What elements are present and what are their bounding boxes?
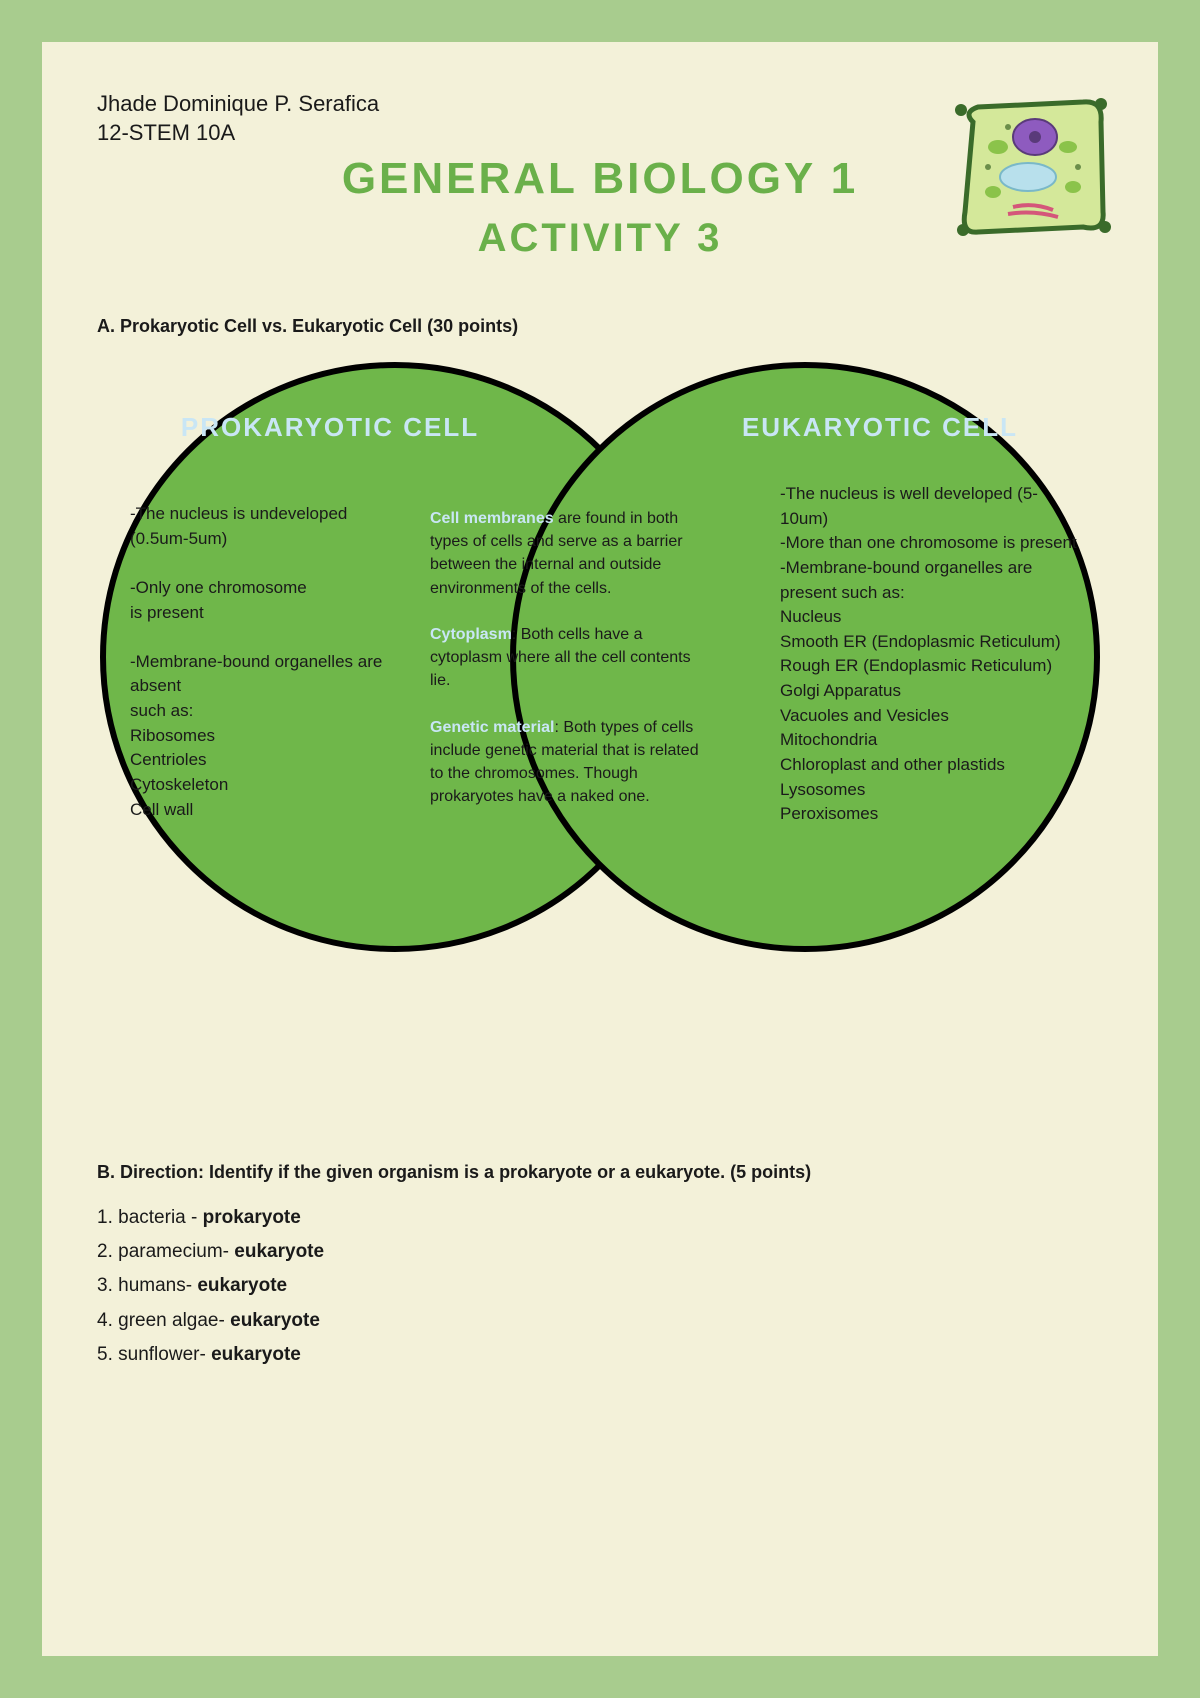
left-item: Centrioles (130, 748, 405, 773)
venn-left-content: -The nucleus is undeveloped (0.5um-5um) … (130, 502, 405, 822)
mid-item: Cytoplasm: Both cells have a cytoplasm w… (430, 623, 710, 693)
right-item: Lysosomes (780, 778, 1080, 803)
right-item: -More than one chromosome is present (780, 531, 1080, 556)
right-item: -The nucleus is well developed (5-10um) (780, 482, 1080, 531)
venn-diagram: PROKARYOTIC CELL EUKARYOTIC CELL -The nu… (100, 362, 1100, 1082)
left-item: -Only one chromosome is present (130, 576, 405, 625)
left-item: Cytoskeleton (130, 773, 405, 798)
right-item: Vacuoles and Vesicles (780, 704, 1080, 729)
answer-item: 4. green algae- eukaryote (97, 1304, 1103, 1338)
right-item: Smooth ER (Endoplasmic Reticulum) (780, 630, 1080, 655)
right-item: Chloroplast and other plastids (780, 753, 1080, 778)
venn-label-eukaryotic: EUKARYOTIC CELL (730, 412, 1030, 443)
right-item: Nucleus (780, 605, 1080, 630)
right-item: Golgi Apparatus (780, 679, 1080, 704)
answer-item: 5. sunflower- eukaryote (97, 1338, 1103, 1372)
venn-middle-content: Cell membranes are found in both types o… (430, 507, 710, 808)
plant-cell-icon (953, 92, 1113, 242)
answer-item: 1. bacteria - prokaryote (97, 1201, 1103, 1235)
answer-list: 1. bacteria - prokaryote 2. paramecium- … (97, 1201, 1103, 1372)
left-item: -Membrane-bound organelles are absent su… (130, 650, 405, 724)
page: Jhade Dominique P. Serafica 12-STEM 10A … (42, 42, 1158, 1656)
answer-item: 2. paramecium- eukaryote (97, 1235, 1103, 1269)
venn-label-prokaryotic: PROKARYOTIC CELL (180, 412, 480, 443)
right-item: Peroxisomes (780, 802, 1080, 827)
section-b-heading: B. Direction: Identify if the given orga… (97, 1162, 1103, 1183)
left-item: Ribosomes (130, 724, 405, 749)
mid-item: Genetic material: Both types of cells in… (430, 716, 710, 809)
right-item: Mitochondria (780, 728, 1080, 753)
section-a-heading: A. Prokaryotic Cell vs. Eukaryotic Cell … (97, 316, 1103, 337)
mid-item: Cell membranes are found in both types o… (430, 507, 710, 600)
left-item: Cell wall (130, 798, 405, 823)
venn-right-content: -The nucleus is well developed (5-10um) … (780, 482, 1080, 827)
right-item: Rough ER (Endoplasmic Reticulum) (780, 654, 1080, 679)
left-item: -The nucleus is undeveloped (0.5um-5um) (130, 502, 405, 551)
right-item: -Membrane-bound organelles are present s… (780, 556, 1080, 605)
answer-item: 3. humans- eukaryote (97, 1269, 1103, 1303)
